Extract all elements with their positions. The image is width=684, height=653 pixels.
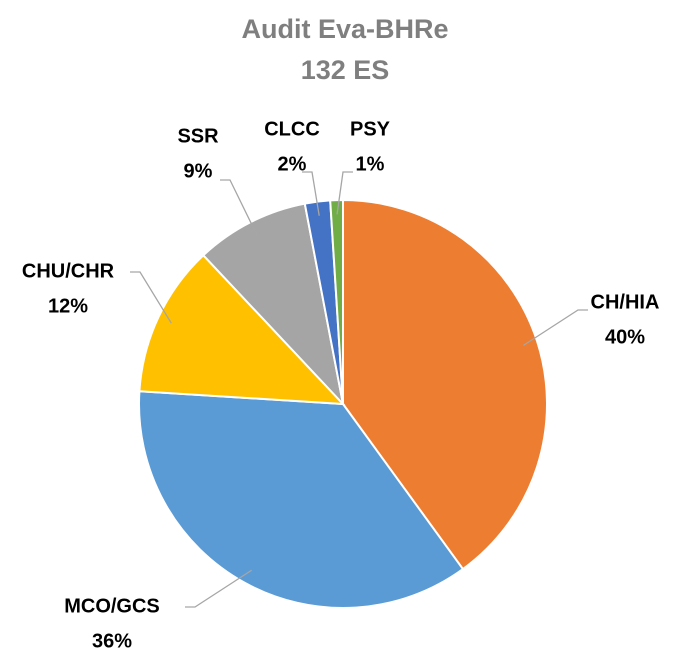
pie-slice: [138, 253, 346, 406]
slice-value-label: 2%: [278, 153, 307, 175]
slice-label: SSR: [177, 125, 219, 147]
slice-value-label: 40%: [605, 326, 645, 348]
slice-value-label: 9%: [184, 160, 213, 182]
leader-line: [220, 179, 258, 236]
pie-slice: [342, 198, 548, 571]
slice-label: CHU/CHR: [22, 260, 115, 282]
slice-label: MCO/GCS: [64, 595, 160, 617]
slice-label: PSY: [350, 118, 391, 140]
pie-slice: [329, 198, 344, 405]
chart-title: Audit Eva-BHRe: [241, 14, 448, 44]
leader-line: [302, 171, 320, 216]
leader-line: [130, 271, 172, 324]
slice-label: CLCC: [264, 118, 320, 140]
pie-slice: [138, 390, 465, 609]
slice-value-label: 12%: [48, 295, 88, 317]
slice-value-label: 36%: [92, 630, 132, 652]
leader-line: [523, 309, 588, 346]
leader-line: [336, 171, 353, 215]
slice-label: CH/HIA: [591, 291, 660, 313]
slice-value-label: 1%: [356, 153, 385, 175]
chart-subtitle: 132 ES: [301, 55, 390, 85]
leader-line: [185, 569, 252, 608]
